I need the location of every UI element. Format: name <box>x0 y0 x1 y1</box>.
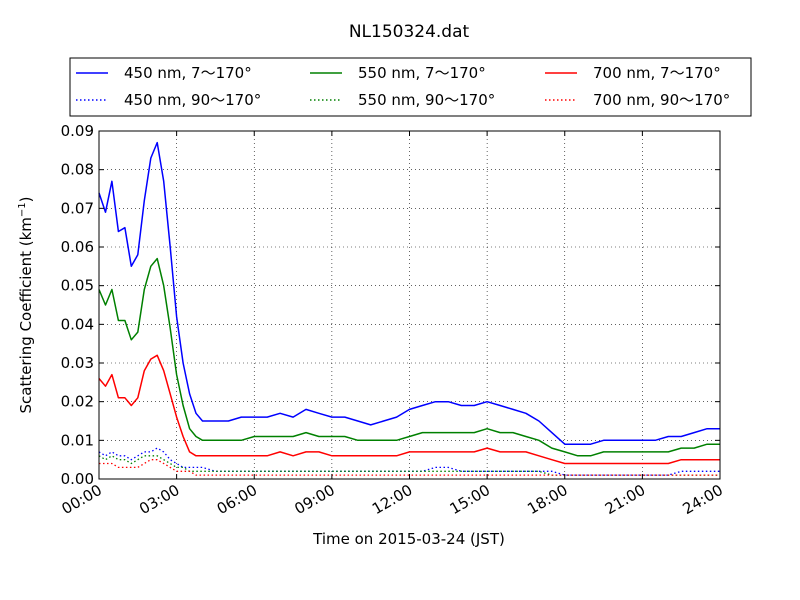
x-tick-label: 09:00 <box>291 481 337 518</box>
series-line <box>98 257 720 457</box>
y-tick-label: 0.00 <box>61 470 94 488</box>
y-tick-label: 0.01 <box>61 431 94 449</box>
series-layer <box>98 141 720 476</box>
y-tick-label: 0.02 <box>61 393 94 411</box>
ticks <box>98 130 721 480</box>
x-axis-label: Time on 2015-03-24 (JST) <box>312 530 505 548</box>
y-axis-label: Scattering Coefficient (km−1) <box>17 196 35 413</box>
y-tick-label: 0.05 <box>61 277 94 295</box>
series-line <box>98 455 720 476</box>
legend-label: 700 nm, 90～170° <box>593 91 730 109</box>
y-tick-labels: 0.00 0.01 0.02 0.03 0.04 0.05 0.06 0.07 0.08 0.09 <box>61 122 94 488</box>
y-axis-label-main: Scattering Coefficient (km <box>17 217 35 413</box>
y-tick-label: 0.06 <box>61 238 94 256</box>
series-line <box>98 354 720 465</box>
y-tick-label: 0.08 <box>61 161 94 179</box>
x-tick-label: 12:00 <box>369 481 415 518</box>
series-line <box>98 447 720 476</box>
series-line <box>98 141 720 445</box>
legend: 450 nm, 7～170° 550 nm, 7～170° 700 nm, 7～17… <box>76 64 730 109</box>
x-tick-label: 21:00 <box>602 481 648 518</box>
legend-label: 450 nm, 90～170° <box>124 91 261 109</box>
x-tick-label: 24:00 <box>680 481 726 518</box>
legend-label: 450 nm, 7～170° <box>124 64 252 82</box>
y-tick-label: 0.09 <box>61 122 94 140</box>
y-tick-label: 0.04 <box>61 315 94 333</box>
y-tick-label: 0.07 <box>61 199 94 217</box>
x-tick-labels: 00:00 03:00 06:00 09:00 12:00 15:00 18:00 21:00… <box>59 481 726 518</box>
y-axis-label-sup: −1 <box>17 202 28 217</box>
y-axis-label-end: ) <box>17 196 35 202</box>
legend-box <box>69 57 752 117</box>
x-tick-label: 18:00 <box>524 481 570 518</box>
x-tick-label: 15:00 <box>447 481 493 518</box>
legend-label: 700 nm, 7～170° <box>593 64 721 82</box>
chart-title: NL150324.dat <box>349 22 470 42</box>
x-tick-label: 03:00 <box>136 481 182 518</box>
x-tick-label: 06:00 <box>214 481 260 518</box>
legend-label: 550 nm, 90～170° <box>358 91 495 109</box>
y-tick-label: 0.03 <box>61 354 94 372</box>
grid <box>99 131 720 479</box>
legend-label: 550 nm, 7～170° <box>358 64 486 82</box>
